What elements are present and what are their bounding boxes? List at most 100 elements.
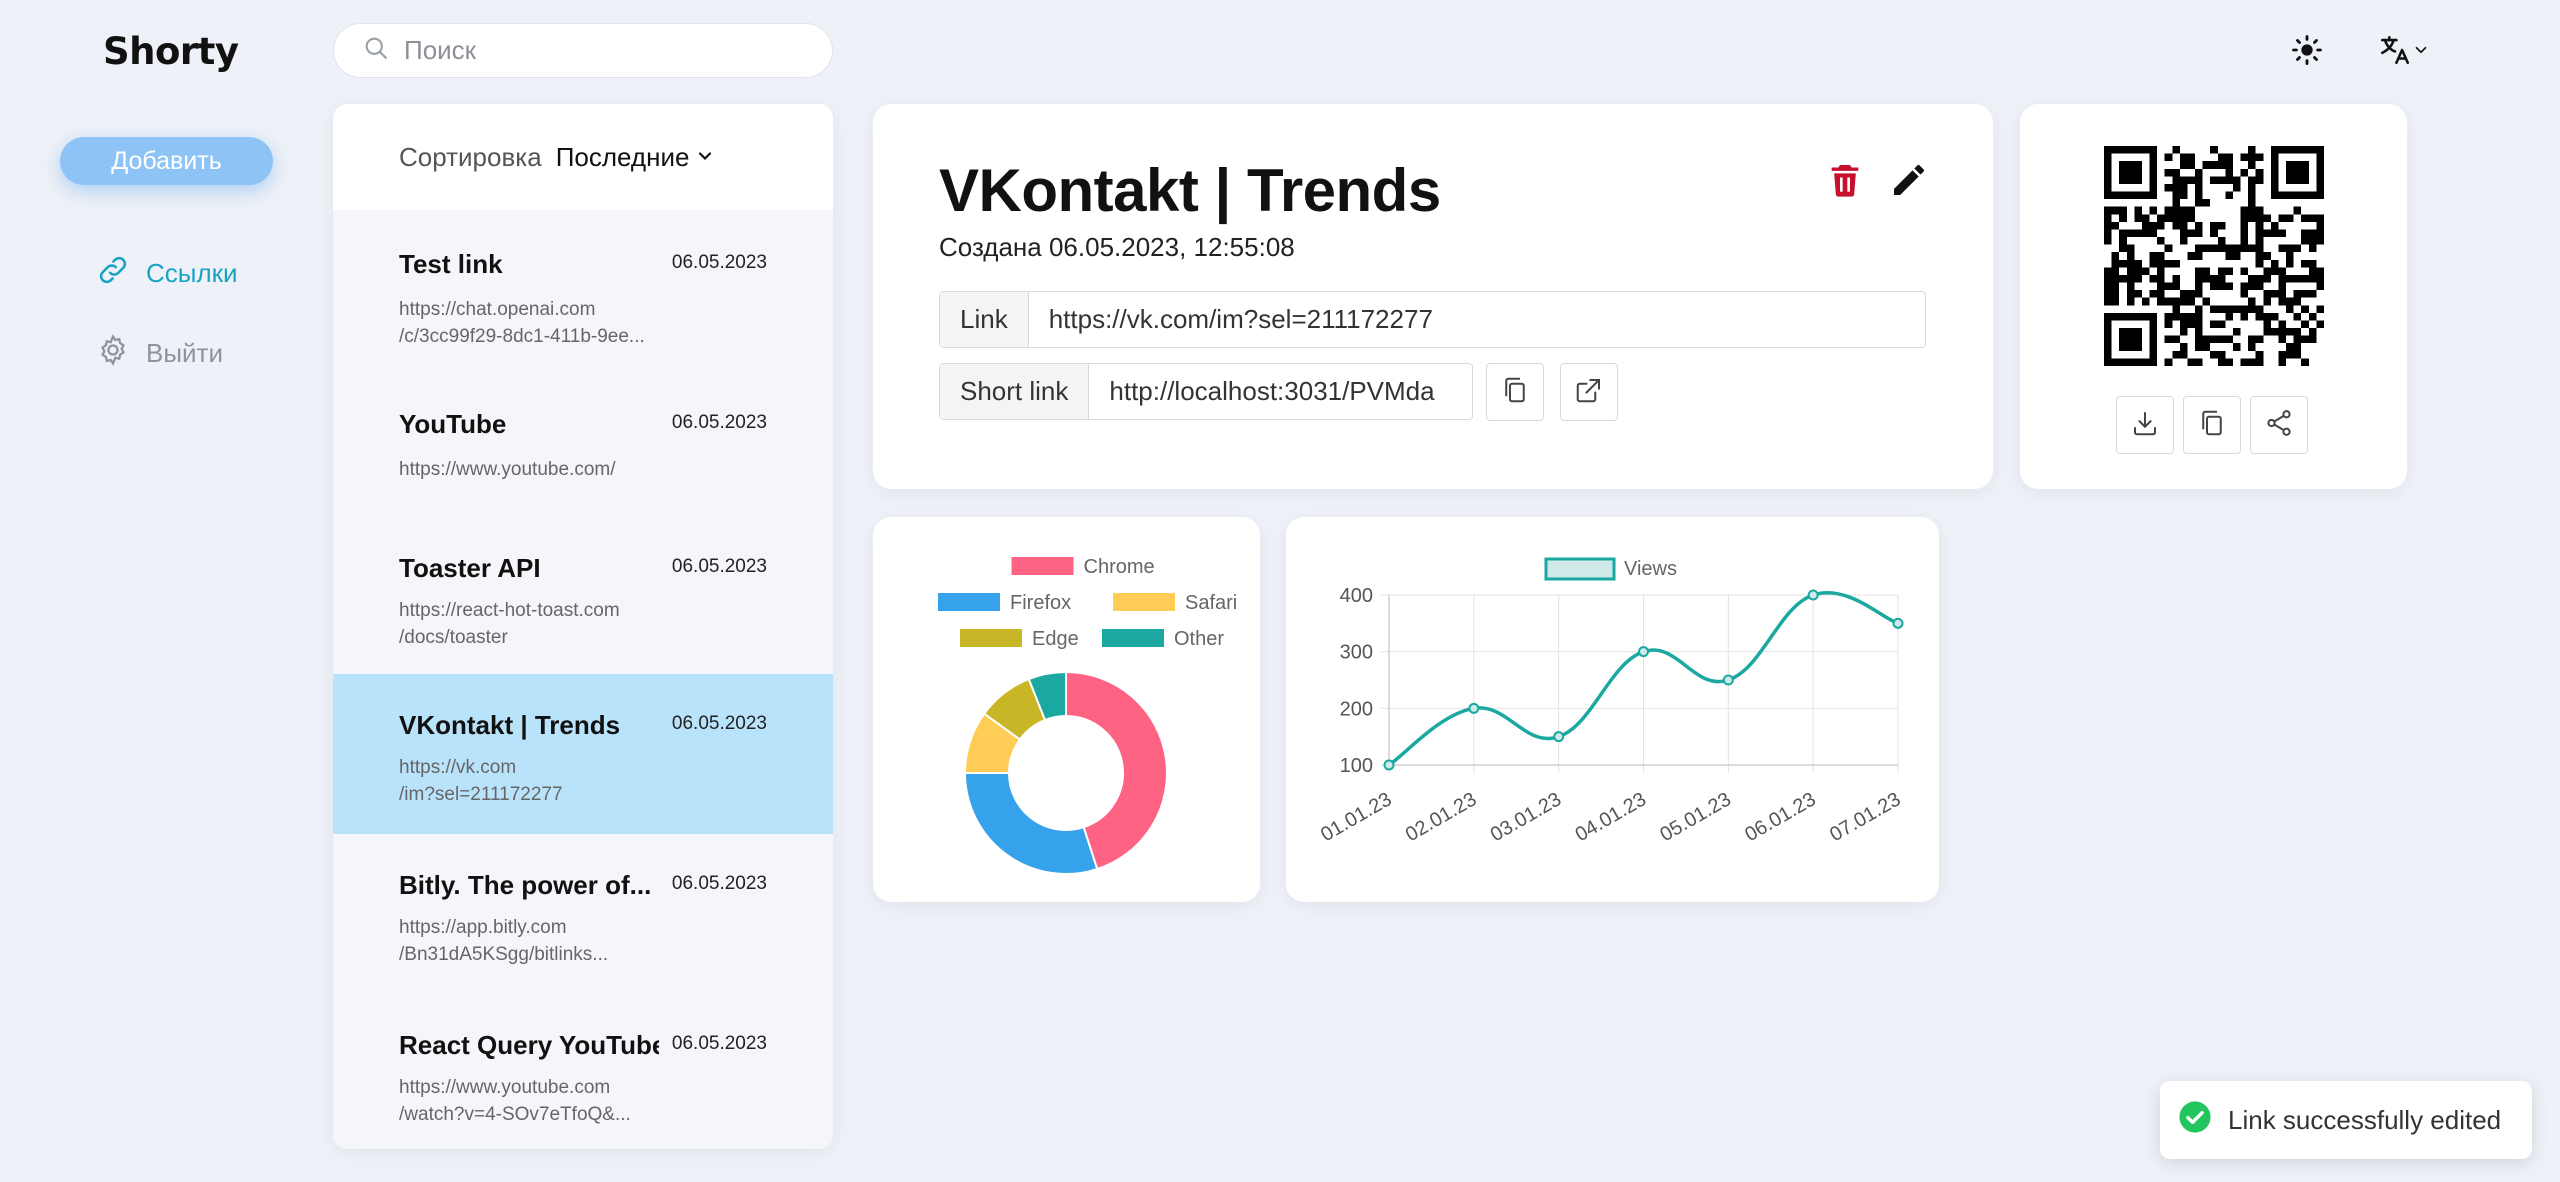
item-url: https://react-hot-toast.com /docs/toaste… [399, 597, 669, 651]
copy-qr-button[interactable] [2183, 396, 2241, 454]
donut-slice [1065, 670, 1168, 871]
original-link-value[interactable]: https://vk.com/im?sel=211172277 [1048, 304, 1433, 334]
qr-module [2187, 214, 2196, 222]
qr-module [2225, 267, 2233, 275]
qr-module [2172, 183, 2180, 192]
data-point [1722, 674, 1734, 686]
qr-module [2316, 221, 2324, 230]
qr-module [2301, 274, 2309, 283]
qr-module [2240, 237, 2249, 245]
list-item-selected[interactable]: VKontakt | Trends 06.05.2023 https://vk.… [333, 674, 833, 834]
qr-module [2217, 237, 2226, 245]
qr-module [2248, 206, 2256, 215]
list-item[interactable]: Test link 06.05.2023 https://chat.openai… [333, 210, 833, 370]
qr-module [2263, 312, 2271, 321]
qr-module [2126, 229, 2135, 238]
qr-module [2179, 320, 2188, 329]
share-qr-button[interactable] [2250, 396, 2308, 454]
qr-module [2263, 320, 2271, 329]
search-bar [333, 23, 833, 78]
search-input[interactable] [404, 35, 804, 66]
qr-finder-core [2286, 161, 2309, 184]
qr-module [2270, 267, 2279, 275]
qr-module [2240, 214, 2249, 222]
sidebar-item-exit[interactable]: Выйти [96, 333, 223, 374]
qr-module [2240, 290, 2249, 298]
legend-swatch [1102, 629, 1164, 647]
theme-toggle-button[interactable] [2290, 33, 2324, 72]
delete-button[interactable] [1825, 160, 1865, 205]
qr-module [2232, 176, 2241, 184]
browser-donut-chart: Chrome Firefox Safari Edge Other [938, 556, 1237, 875]
qr-module [2278, 290, 2287, 298]
qr-module [2164, 259, 2173, 268]
qr-module [2172, 206, 2180, 215]
qr-module [2301, 358, 2309, 366]
qr-module [2126, 267, 2135, 275]
sidebar-item-links[interactable]: Ссылки [96, 253, 238, 294]
qr-module [2179, 312, 2188, 321]
item-url: https://www.youtube.com /watch?v=4-SOv7e… [399, 1074, 669, 1128]
qr-module [2225, 191, 2233, 200]
data-point [1553, 731, 1565, 743]
item-url-line: https://chat.openai.com [399, 299, 596, 320]
qr-module [2225, 244, 2233, 253]
qr-module [2217, 305, 2226, 313]
qr-module [2301, 229, 2309, 238]
qr-module [2232, 328, 2241, 336]
qr-module [2172, 146, 2180, 154]
open-short-link-button[interactable] [1560, 363, 1618, 421]
item-date: 06.05.2023 [671, 556, 767, 577]
qr-module [2217, 350, 2226, 359]
list-item[interactable]: Toaster API 06.05.2023 https://react-hot… [333, 515, 833, 674]
qr-module [2202, 161, 2211, 169]
qr-module [2195, 328, 2203, 336]
qr-module [2248, 161, 2256, 169]
field-label: Link [940, 292, 1029, 347]
item-url-line: https://app.bitly.com [399, 917, 567, 938]
download-qr-button[interactable] [2116, 396, 2174, 454]
qr-module [2255, 350, 2264, 359]
qr-module [2172, 168, 2180, 177]
qr-module [2202, 199, 2211, 207]
qr-module [2179, 153, 2188, 162]
qr-module [2225, 176, 2233, 184]
pencil-icon [1889, 165, 1929, 204]
qr-module [2195, 282, 2203, 291]
qr-module [2149, 252, 2158, 260]
qr-module [2164, 297, 2173, 306]
qr-module [2263, 297, 2271, 306]
list-item[interactable]: Bitly. The power of... 06.05.2023 https:… [333, 834, 833, 994]
qr-module [2164, 153, 2173, 162]
qr-module [2308, 274, 2317, 283]
qr-module [2111, 274, 2120, 283]
link-icon [96, 253, 146, 294]
qr-module [2202, 335, 2211, 344]
qr-module [2119, 274, 2127, 283]
qr-module [2286, 328, 2294, 336]
qr-module [2263, 290, 2271, 298]
link-detail-card: VKontakt | Trends Создана 06.05.2023, 12… [873, 104, 1993, 489]
sort-dropdown[interactable]: Последние [556, 142, 716, 173]
edit-button[interactable] [1889, 160, 1929, 205]
add-link-button[interactable]: Добавить [60, 137, 273, 185]
qr-module [2255, 206, 2264, 215]
y-tick-label: 100 [1340, 755, 1373, 777]
qr-module [2111, 252, 2120, 260]
qr-module [2263, 252, 2271, 260]
legend-label: Views [1624, 558, 1677, 580]
qr-module [2248, 214, 2256, 222]
list-item[interactable]: React Query YouTube 06.05.2023 https://w… [333, 994, 833, 1149]
qr-module [2111, 290, 2120, 298]
qr-module [2308, 312, 2317, 321]
qr-module [2263, 328, 2271, 336]
item-url: https://vk.com /im?sel=211172277 [399, 754, 669, 808]
language-button[interactable] [2378, 33, 2430, 72]
list-item[interactable]: YouTube 06.05.2023 https://www.youtube.c… [333, 370, 833, 515]
qr-module [2195, 191, 2203, 200]
qr-module [2172, 335, 2180, 344]
legend-swatch [1544, 557, 1616, 581]
qr-module [2172, 312, 2180, 321]
short-link-value[interactable]: http://localhost:3031/PVMda [1109, 376, 1435, 406]
copy-short-link-button[interactable] [1486, 363, 1544, 421]
